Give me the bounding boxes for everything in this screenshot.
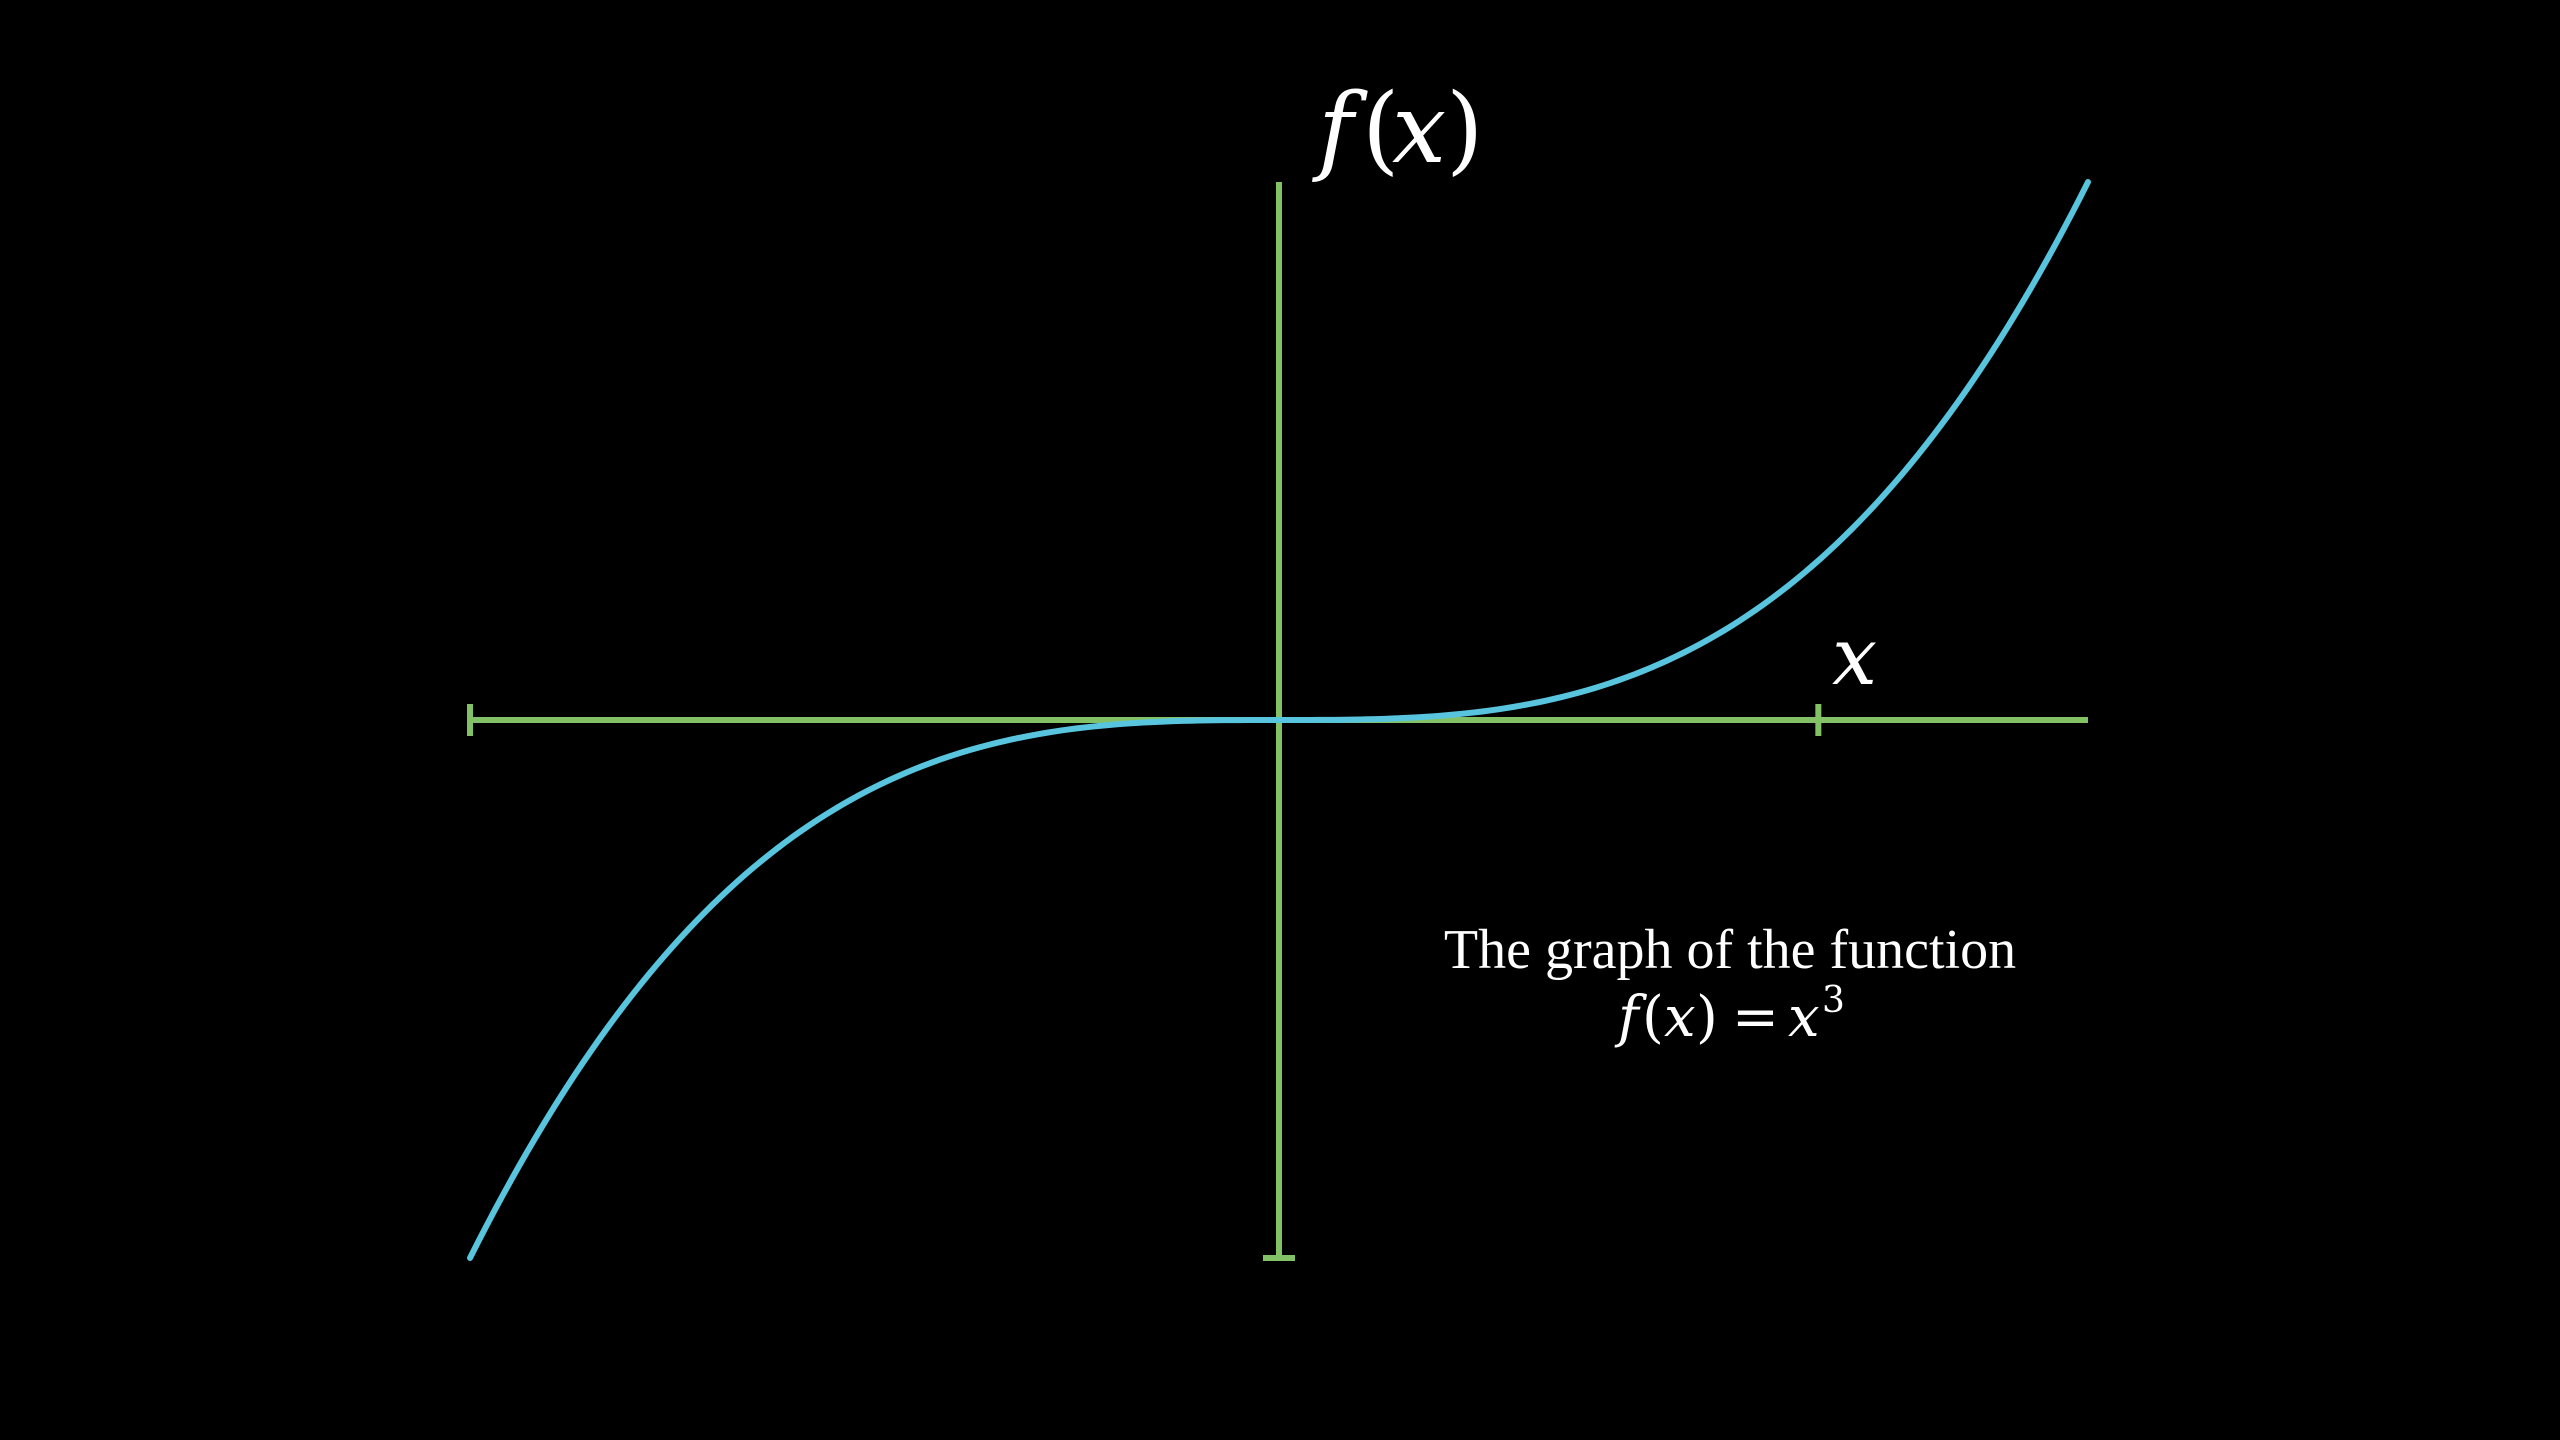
- caption-line-2: f ( x ) = x 3: [1614, 980, 1845, 1050]
- caption-exponent: 3: [1822, 980, 1845, 1021]
- y-axis-label-x: x: [1392, 73, 1446, 185]
- y-axis-label-f: f: [1312, 73, 1368, 185]
- caption-close-paren: ): [1696, 985, 1718, 1050]
- cubic-curve: [467, 179, 2091, 1261]
- caption-x: x: [1664, 985, 1696, 1050]
- y-axis-label: f ( x ): [1312, 73, 1483, 185]
- caption-equals: =: [1732, 985, 1779, 1050]
- y-axis-label-close-paren: ): [1446, 73, 1483, 185]
- caption-open-paren: (: [1642, 985, 1664, 1050]
- axis-ticks: [467, 704, 1822, 1261]
- caption-line-1: The graph of the function: [1444, 919, 2016, 981]
- y-axis-label-open-paren: (: [1362, 73, 1399, 185]
- caption-x-base: x: [1788, 985, 1820, 1050]
- x-axis-label: x: [1832, 610, 1877, 703]
